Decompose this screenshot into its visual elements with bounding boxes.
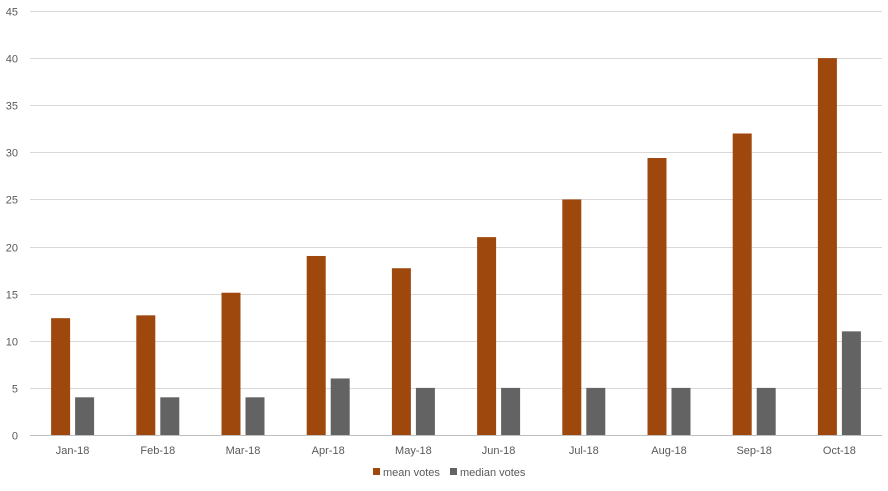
y-tick-label: 15 bbox=[6, 290, 18, 302]
y-tick-label: 30 bbox=[6, 148, 18, 160]
x-tick-label: Oct-18 bbox=[823, 445, 856, 457]
bar-mean-votes-Jul-18 bbox=[562, 199, 582, 435]
bar-mean-votes-Jun-18 bbox=[477, 237, 497, 435]
x-tick-label: Jan-18 bbox=[56, 445, 90, 457]
legend: mean votes median votes bbox=[373, 467, 526, 479]
bar-mean-votes-Sep-18 bbox=[732, 133, 752, 435]
bar-mean-votes-May-18 bbox=[391, 268, 411, 435]
y-tick-label: 10 bbox=[6, 337, 18, 349]
bar-median-votes-Apr-18 bbox=[330, 378, 350, 435]
bar-mean-votes-Mar-18 bbox=[221, 292, 241, 435]
y-tick-label: 40 bbox=[6, 54, 18, 66]
bar-median-votes-Aug-18 bbox=[671, 387, 691, 435]
x-tick-label: Feb-18 bbox=[140, 445, 175, 457]
gridlines bbox=[30, 11, 882, 389]
bar-median-votes-Jan-18 bbox=[75, 397, 95, 435]
bar-median-votes-May-18 bbox=[415, 387, 435, 435]
bar-median-votes-Jul-18 bbox=[586, 387, 606, 435]
y-tick-label: 20 bbox=[6, 243, 18, 255]
bar-median-votes-Mar-18 bbox=[245, 397, 265, 435]
bar-mean-votes-Apr-18 bbox=[306, 255, 326, 435]
y-tick-label: 45 bbox=[6, 7, 18, 19]
bar-median-votes-Jun-18 bbox=[501, 387, 521, 435]
bar-mean-votes-Aug-18 bbox=[647, 157, 667, 435]
bars bbox=[51, 58, 861, 435]
bar-mean-votes-Feb-18 bbox=[136, 315, 156, 435]
x-tick-label: Apr-18 bbox=[312, 445, 345, 457]
bar-median-votes-Feb-18 bbox=[160, 397, 180, 435]
x-tick-label: Sep-18 bbox=[736, 445, 771, 457]
bar-median-votes-Oct-18 bbox=[841, 331, 861, 435]
legend-swatch bbox=[450, 468, 457, 475]
x-tick-label: Jun-18 bbox=[482, 445, 516, 457]
y-tick-label: 25 bbox=[6, 195, 18, 207]
x-tick-label: Jul-18 bbox=[569, 445, 599, 457]
x-tick-label: Mar-18 bbox=[226, 445, 261, 457]
x-tick-label: Aug-18 bbox=[651, 445, 686, 457]
legend-label: mean votes bbox=[383, 467, 440, 479]
bar-median-votes-Sep-18 bbox=[756, 387, 776, 435]
legend-label: median votes bbox=[460, 467, 526, 479]
x-tick-label: May-18 bbox=[395, 445, 432, 457]
x-axis: Jan-18 Feb-18 Mar-18 Apr-18 May-18 Jun-18 Jul-… bbox=[30, 435, 882, 457]
legend-swatch bbox=[373, 468, 380, 475]
y-tick-label: 5 bbox=[12, 384, 18, 396]
bar-mean-votes-Oct-18 bbox=[817, 58, 837, 435]
y-tick-label: 0 bbox=[12, 431, 18, 443]
bar-mean-votes-Jan-18 bbox=[51, 318, 71, 435]
y-axis: 0 5 10 15 20 25 30 35 40 45 bbox=[6, 7, 18, 443]
y-tick-label: 35 bbox=[6, 101, 18, 113]
